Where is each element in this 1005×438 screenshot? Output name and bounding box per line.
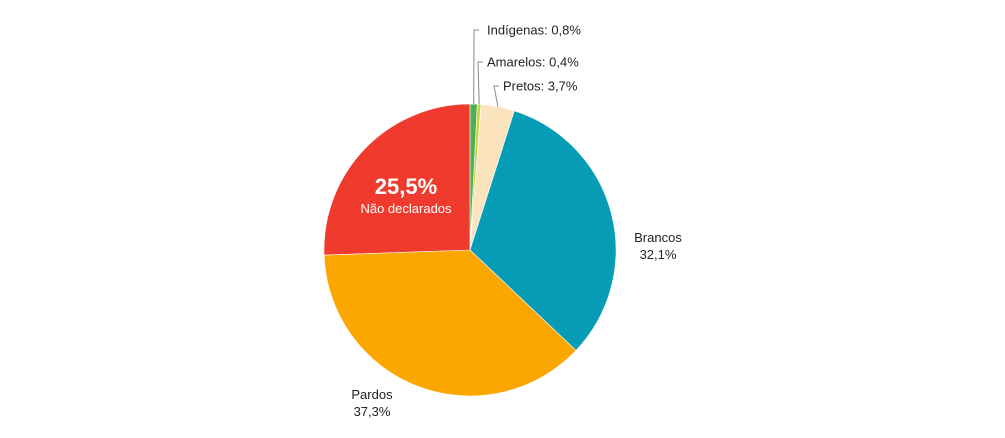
slice-nao-declarados bbox=[323, 103, 471, 256]
leader-amarelos bbox=[477, 61, 483, 105]
pie-slices bbox=[323, 103, 617, 397]
slice-brancos bbox=[469, 110, 617, 351]
label-indigenas: Indígenas: 0,8% bbox=[487, 23, 581, 38]
label-brancos-value: 32,1% bbox=[640, 247, 677, 262]
leader-pretos bbox=[493, 85, 499, 107]
label-nao-declarados-name: Não declarados bbox=[360, 201, 452, 216]
label-pardos-name: Pardos bbox=[351, 387, 393, 402]
label-amarelos: Amarelos: 0,4% bbox=[487, 55, 579, 70]
slice-pardos bbox=[323, 249, 577, 397]
label-pardos-value: 37,3% bbox=[354, 404, 391, 419]
leader-indigenas bbox=[473, 29, 479, 105]
label-nao-declarados-value: 25,5% bbox=[375, 174, 437, 199]
slice-labels: Indígenas: 0,8% Amarelos: 0,4% Pretos: 3,7… bbox=[351, 23, 682, 420]
label-brancos-name: Brancos bbox=[634, 230, 682, 245]
label-pretos: Pretos: 3,7% bbox=[503, 79, 578, 94]
leader-lines bbox=[473, 29, 499, 107]
